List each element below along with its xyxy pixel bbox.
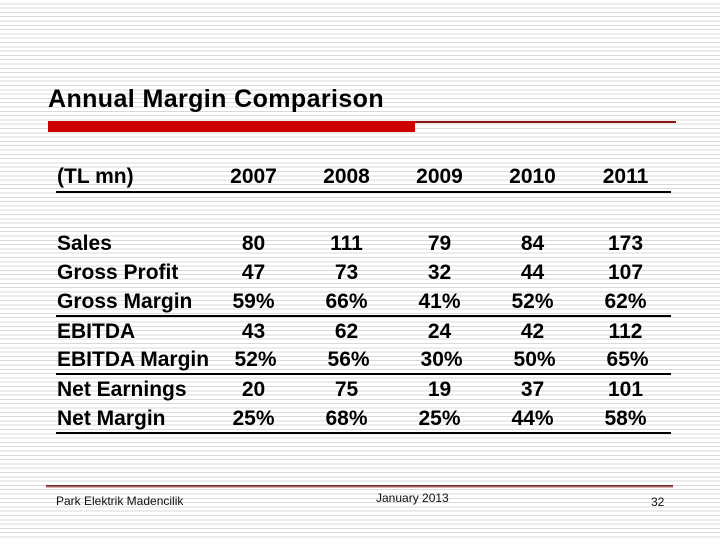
row-label: EBITDA Margin [57, 348, 210, 372]
row-value: 56% [327, 348, 370, 372]
row-value: 41% [418, 289, 461, 313]
row-label: EBITDA [57, 319, 136, 343]
row-value: 42 [520, 319, 545, 343]
row-value: 37 [520, 378, 545, 402]
row-value: 52% [511, 289, 554, 313]
row-value: 75 [334, 378, 359, 402]
table-header-row: (TL mn) 2007 2008 2009 2010 2011 [56, 162, 671, 193]
table-row: EBITDA Margin 52% 56% 30% 50% 65% [56, 346, 671, 376]
table-year-header: 2011 [602, 164, 649, 188]
row-value: 58% [604, 406, 647, 430]
row-value: 19 [427, 378, 452, 402]
table-header-gap [56, 193, 671, 229]
table-row: Gross Margin 59% 66% 41% 52% 62% [56, 288, 671, 317]
title-accent-bar [48, 121, 415, 132]
row-value: 47 [241, 261, 266, 285]
footer-divider-line [46, 485, 673, 488]
row-label: Net Earnings [57, 378, 187, 402]
row-value: 32 [427, 261, 452, 285]
row-value: 84 [520, 232, 545, 255]
table-row: Net Margin 25% 68% 25% 44% 58% [56, 405, 671, 435]
row-value: 112 [608, 319, 643, 343]
table-year-header: 2010 [509, 164, 556, 188]
row-value: 25% [418, 406, 461, 430]
row-value: 50% [513, 348, 556, 372]
footer-company: Park Elektrik Madencilik [56, 494, 184, 508]
row-label: Gross Margin [57, 289, 193, 313]
row-value: 44 [520, 261, 545, 285]
row-value: 68% [325, 406, 368, 430]
table-row: Sales 80 111 79 84 173 [56, 229, 671, 258]
row-value: 43 [241, 319, 266, 343]
row-value: 101 [607, 378, 644, 402]
margin-comparison-table: (TL mn) 2007 2008 2009 2010 2011 Sales 80… [56, 162, 671, 435]
row-label: Sales [57, 232, 112, 255]
row-value: 111 [330, 232, 363, 255]
slide-title: Annual Margin Comparison [48, 85, 385, 113]
table-row: Net Earnings 20 75 19 37 101 [56, 375, 671, 404]
table-year-header: 2009 [416, 164, 463, 188]
row-value: 66% [325, 289, 368, 313]
row-value: 80 [241, 232, 266, 255]
row-value: 20 [241, 378, 266, 402]
row-value: 65% [606, 348, 649, 372]
row-value: 59% [232, 289, 275, 313]
footer-date: January 2013 [376, 491, 449, 505]
table-year-header: 2007 [230, 164, 277, 188]
row-value: 107 [607, 261, 644, 285]
row-value: 62% [604, 289, 647, 313]
row-label: Net Margin [57, 406, 166, 430]
table-row: EBITDA 43 62 24 42 112 [56, 317, 671, 346]
row-label: Gross Profit [57, 261, 179, 285]
page-number: 32 [651, 495, 665, 509]
row-value: 30% [420, 348, 463, 372]
title-accent-line [415, 121, 676, 123]
table-body: Sales 80 111 79 84 173 Gross Profit 47 73 32 44 107… [56, 229, 671, 435]
table-row: Gross Profit 47 73 32 44 107 [56, 258, 671, 287]
row-value: 62 [334, 319, 359, 343]
row-value: 79 [427, 232, 452, 255]
row-value: 173 [607, 232, 644, 255]
row-value: 73 [334, 261, 359, 285]
row-value: 24 [427, 319, 452, 343]
row-value: 25% [232, 406, 275, 430]
table-unit-header: (TL mn) [57, 164, 134, 188]
table-year-header: 2008 [323, 164, 370, 188]
row-value: 44% [511, 406, 554, 430]
row-value: 52% [234, 348, 277, 372]
